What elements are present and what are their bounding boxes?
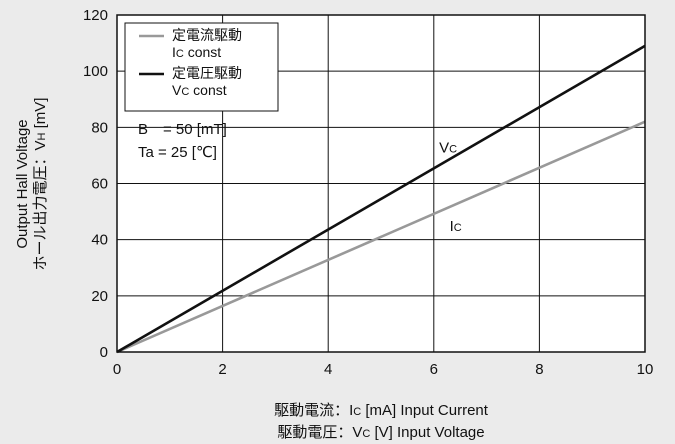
series-line (116, 44, 646, 354)
x-tick-label: 2 (218, 361, 226, 378)
x-tick-label: 6 (430, 361, 438, 378)
y-tick-label: 80 (91, 119, 108, 136)
measurement-conditions: B = 50 [mT] Ta = 25 [℃] (138, 121, 227, 161)
series-line (116, 120, 646, 354)
x-axis-title-current: 駆動電流：IC [mA] Input Current (274, 402, 489, 419)
y-axis-title: Output Hall Voltage ホール出力電圧：VH [mV] (14, 98, 49, 271)
y-axis-title-en: Output Hall Voltage (14, 119, 31, 248)
legend-label: 定電流駆動 (172, 27, 242, 43)
legend-box (124, 22, 279, 112)
grid-lines (116, 14, 646, 353)
x-tick-label: 8 (535, 361, 543, 378)
legend-sublabel: VC const (172, 82, 227, 98)
x-axis-title-voltage: 駆動電圧：VC [V] Input Voltage (277, 424, 484, 441)
condition-text: Ta = 25 [℃] (138, 144, 217, 161)
legend-label: 定電圧駆動 (172, 65, 242, 81)
series-lines (116, 44, 646, 354)
y-tick-label: 100 (83, 63, 108, 80)
y-tick-label: 0 (100, 344, 108, 361)
series-label: IC (450, 218, 462, 235)
plot-border (116, 14, 646, 353)
series-labels: VC IC (439, 140, 462, 236)
y-tick-label: 40 (91, 232, 108, 249)
x-tick-label: 4 (324, 361, 332, 378)
y-tick-label: 60 (91, 176, 108, 193)
x-tick-label: 10 (637, 361, 654, 378)
x-tick-label: 0 (113, 361, 121, 378)
x-axis-title: 駆動電流：IC [mA] Input Current 駆動電圧：VC [V] In… (274, 402, 489, 441)
y-tick-label: 20 (91, 288, 108, 305)
condition-text: B = 50 [mT] (138, 121, 227, 138)
legend-sublabel: IC const (172, 44, 221, 60)
series-label: VC (439, 140, 457, 157)
y-tick-label: 120 (83, 7, 108, 24)
y-axis-title-ja: ホール出力電圧：VH [mV] (32, 98, 49, 271)
